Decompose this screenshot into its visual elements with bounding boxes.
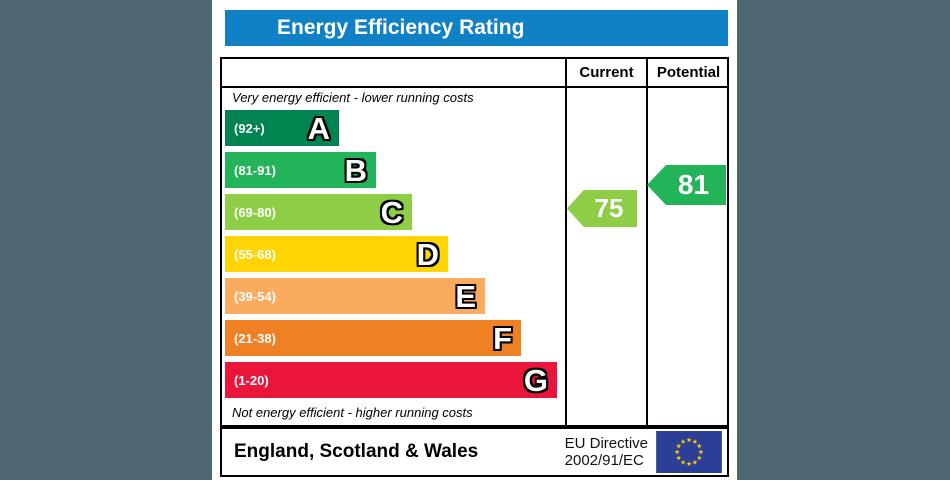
current-column-header: Current [579,64,634,81]
eu-directive-label: EU Directive 2002/91/EC [565,435,654,470]
chart-title: Energy Efficiency Rating [277,16,525,39]
rating-bands: (92+) A (81-91) B (69-80) C (55-68) D (39-54) E (2… [225,110,557,404]
current-rating-value: 75 [594,193,624,223]
rating-band-c: (69-80) C [225,194,557,230]
rating-band-e: (39-54) E [225,278,557,314]
footer-bar: England, Scotland & Wales EU Directive 2… [220,427,729,477]
eu-flag-icon [656,431,722,473]
potential-rating-arrow: 81 [647,165,726,205]
band-letter: G [523,363,548,398]
band-range-label: (39-54) [234,288,276,304]
band-range-label: (69-80) [234,204,276,220]
band-range-label: (81-91) [234,162,276,178]
potential-column-divider [646,59,648,425]
rating-band-b: (81-91) B [225,152,557,188]
band-letter: F [493,321,512,356]
eu-directive-line2: 2002/91/EC [564,452,644,469]
rating-band-a: (92+) A [225,110,557,146]
current-column-divider [565,59,567,425]
region-label: England, Scotland & Wales [234,441,479,462]
table-header-row: Current Potential [222,59,727,88]
bottom-note: Not energy efficient - higher running co… [232,405,473,420]
band-letter: A [307,111,330,146]
band-letter: B [344,153,367,188]
rating-band-f: (21-38) F [225,320,557,356]
eu-directive-line1: EU Directive [564,434,648,452]
potential-rating-value: 81 [677,169,710,200]
band-range-label: (1-20) [234,372,269,388]
top-note: Very energy efficient - lower running co… [232,90,474,105]
rating-band-g: (1-20) G [225,362,557,398]
band-letter: C [380,195,403,230]
chart-title-bar: Energy Efficiency Rating [225,10,728,46]
rating-band-d: (55-68) D [225,236,557,272]
potential-column-header: Potential [656,64,721,81]
band-range-label: (92+) [234,120,265,136]
rating-table: Current Potential Very energy efficient … [220,57,729,427]
band-letter: E [455,279,476,314]
current-rating-arrow: 75 [567,190,637,227]
band-range-label: (21-38) [234,330,276,346]
band-range-label: (55-68) [234,246,276,262]
certificate-panel: Energy Efficiency Rating Current Potenti… [212,0,737,480]
band-letter: D [416,237,439,272]
